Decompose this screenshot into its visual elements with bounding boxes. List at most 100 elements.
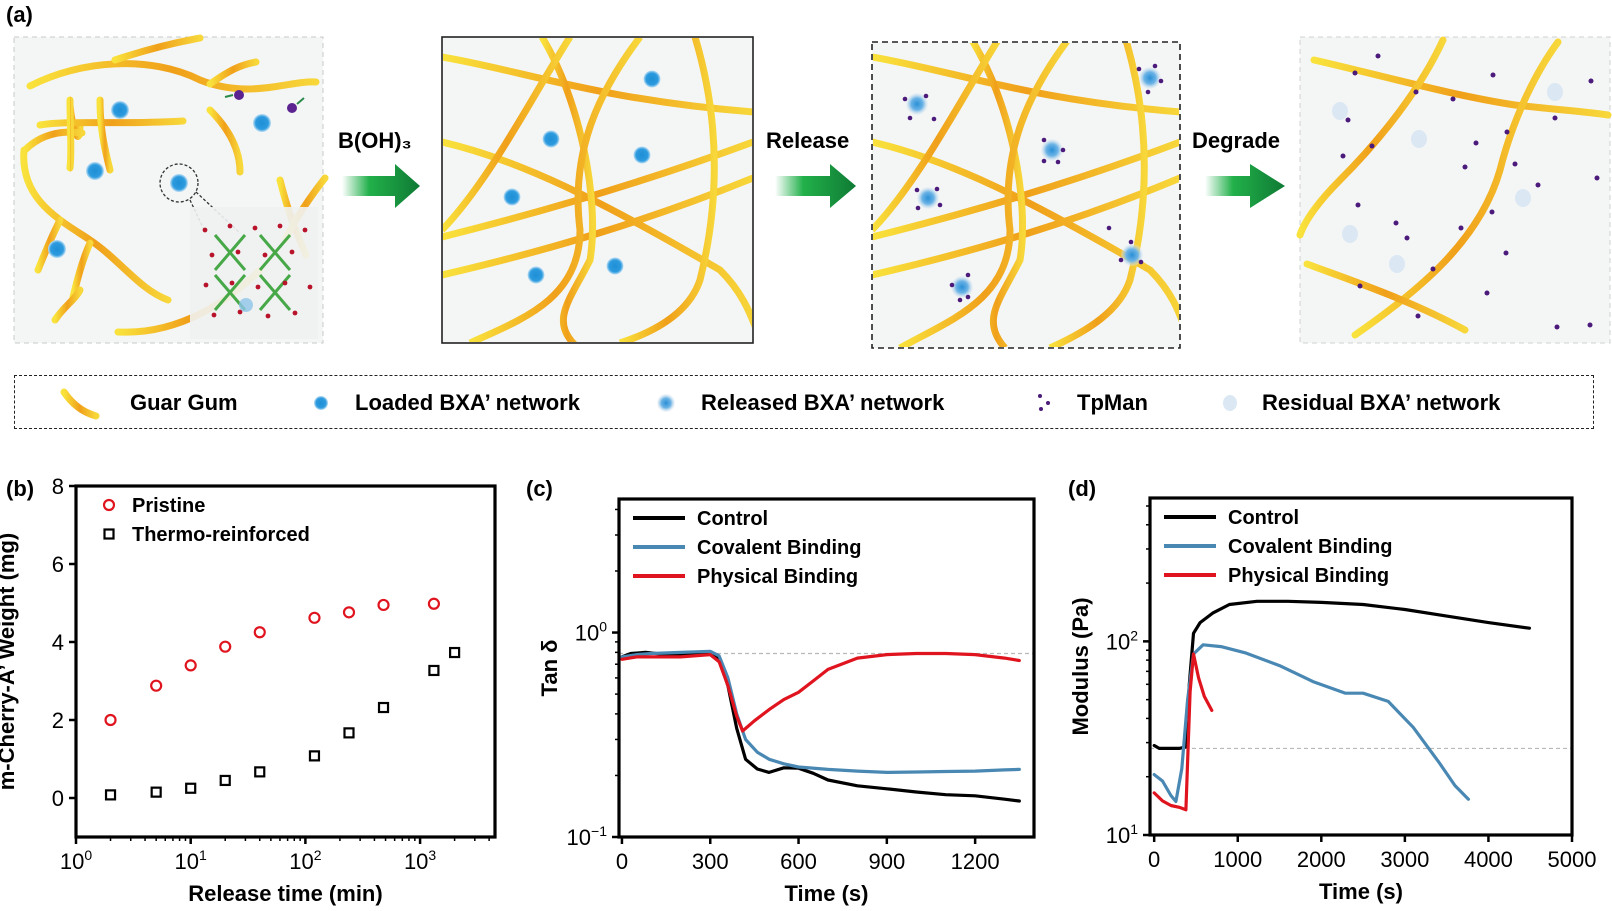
legend-label: Physical Binding bbox=[697, 566, 858, 588]
y-axis-label: m-Cherry-A’ Weight (mg) bbox=[0, 533, 19, 791]
legend-item-released: Released BXA’ network bbox=[655, 376, 944, 430]
released-network-dot-icon bbox=[657, 394, 675, 412]
panel-label-a: (a) bbox=[6, 2, 33, 27]
data-point-thermo-reinforced bbox=[219, 774, 231, 787]
y-tick-label: 2 bbox=[52, 708, 64, 733]
crystal-structure-inset-icon bbox=[190, 207, 318, 339]
data-point-pristine bbox=[104, 713, 117, 727]
y-tick-label: 100 bbox=[575, 619, 607, 646]
x-tick-label: 1000 bbox=[1213, 847, 1262, 872]
legend-label: Guar Gum bbox=[130, 390, 238, 415]
legend-label: Pristine bbox=[132, 495, 205, 517]
y-tick-label: 6 bbox=[52, 552, 64, 577]
x-axis-label: Time (s) bbox=[1319, 879, 1403, 904]
series-line-covalent-binding bbox=[1152, 643, 1470, 804]
x-axis-label: Release time (min) bbox=[188, 881, 382, 906]
x-tick-label: 3000 bbox=[1380, 847, 1429, 872]
data-point-pristine bbox=[219, 640, 232, 653]
stage-box-initial bbox=[13, 34, 329, 344]
stage-box-released bbox=[871, 41, 1181, 349]
x-tick-label: 0 bbox=[616, 849, 628, 874]
schematic-legend: Guar Gum Loaded BXA’ network Released BX… bbox=[14, 375, 1594, 429]
y-tick-label: 4 bbox=[52, 630, 64, 655]
legend-marker bbox=[102, 498, 116, 512]
step-label-degrade: Degrade bbox=[1192, 128, 1281, 153]
legend-item-tpman: TpMan bbox=[1035, 376, 1148, 430]
y-tick-label: 10−1 bbox=[567, 823, 608, 850]
arrow-degrade bbox=[1205, 164, 1285, 208]
data-point-thermo-reinforced bbox=[377, 701, 390, 714]
series-line-control bbox=[620, 650, 1021, 803]
data-point-pristine bbox=[377, 598, 390, 612]
legend-item-guar-gum: Guar Gum bbox=[60, 376, 238, 430]
y-tick-label: 0 bbox=[52, 786, 64, 811]
arrow-release bbox=[775, 164, 856, 208]
stage-box-degraded bbox=[1296, 36, 1612, 344]
x-tick-label: 2000 bbox=[1297, 847, 1346, 872]
x-tick-label: 0 bbox=[1148, 847, 1160, 872]
data-point-thermo-reinforced bbox=[150, 786, 162, 798]
series-line-physical-binding bbox=[620, 651, 1021, 733]
y-axis-label: Modulus (Pa) bbox=[1068, 597, 1093, 735]
data-point-pristine bbox=[342, 606, 356, 619]
legend-label: Released BXA’ network bbox=[701, 390, 945, 415]
plot-frame bbox=[1148, 496, 1574, 837]
panel-label-d: (d) bbox=[1068, 476, 1097, 501]
series-line-covalent-binding bbox=[620, 649, 1021, 774]
series-line-control bbox=[1152, 599, 1531, 750]
residual-network-dot-icon bbox=[1223, 395, 1237, 411]
x-tick-label: 102 bbox=[289, 847, 321, 874]
guar-gum-fiber-icon bbox=[60, 388, 100, 420]
tpman-dots-icon bbox=[1038, 394, 1050, 411]
step-label-release: Release bbox=[766, 128, 850, 153]
x-tick-label: 1200 bbox=[951, 849, 1000, 874]
plot-frame bbox=[74, 484, 497, 839]
series-line-physical-binding bbox=[1152, 652, 1214, 812]
x-tick-label: 4000 bbox=[1464, 847, 1513, 872]
legend-label: Covalent Binding bbox=[1228, 536, 1392, 558]
legend-item-residual: Residual BXA’ network bbox=[1220, 376, 1500, 430]
data-point-pristine bbox=[253, 626, 266, 639]
data-point-pristine bbox=[150, 679, 163, 692]
legend-label: Thermo-reinforced bbox=[132, 524, 310, 546]
x-axis-label: Time (s) bbox=[785, 881, 869, 906]
legend-label: Control bbox=[697, 508, 768, 530]
x-tick-label: 600 bbox=[780, 849, 817, 874]
released-network-group bbox=[902, 63, 1164, 303]
legend-label: Physical Binding bbox=[1228, 565, 1389, 587]
data-point-thermo-reinforced bbox=[449, 646, 461, 659]
data-point-pristine bbox=[184, 659, 197, 672]
y-tick-label: 101 bbox=[1106, 821, 1138, 848]
legend-marker bbox=[103, 528, 115, 540]
legend-label: TpMan bbox=[1077, 390, 1148, 415]
x-tick-label: 100 bbox=[60, 847, 92, 874]
y-axis-label: Tan δ bbox=[537, 640, 562, 697]
loaded-network-dot-icon bbox=[314, 396, 328, 410]
plot-frame bbox=[617, 497, 1036, 839]
data-point-thermo-reinforced bbox=[428, 664, 440, 677]
legend-label: Covalent Binding bbox=[697, 537, 861, 559]
data-point-thermo-reinforced bbox=[308, 750, 321, 762]
legend-label: Residual BXA’ network bbox=[1262, 390, 1501, 415]
x-tick-label: 103 bbox=[404, 847, 436, 874]
y-tick-label: 102 bbox=[1106, 627, 1138, 654]
panel-label-c: (c) bbox=[526, 476, 553, 501]
stage-box-crosslinked bbox=[441, 36, 754, 344]
legend-label: Control bbox=[1228, 507, 1299, 529]
data-point-thermo-reinforced bbox=[343, 727, 355, 739]
x-tick-label: 300 bbox=[692, 849, 729, 874]
data-point-pristine bbox=[427, 597, 441, 610]
tpman-molecule-icon bbox=[224, 90, 305, 113]
arrow-boric-acid bbox=[342, 164, 420, 208]
x-tick-label: 5000 bbox=[1548, 847, 1597, 872]
data-point-thermo-reinforced bbox=[104, 789, 117, 801]
data-point-thermo-reinforced bbox=[254, 766, 266, 778]
legend-item-loaded: Loaded BXA’ network bbox=[311, 376, 580, 430]
y-tick-label: 8 bbox=[52, 474, 64, 499]
x-tick-label: 900 bbox=[868, 849, 905, 874]
schematic-diagram bbox=[13, 34, 1612, 349]
data-point-thermo-reinforced bbox=[185, 782, 197, 794]
step-label-boric-acid: B(OH)₃ bbox=[338, 128, 412, 153]
panel-label-b: (b) bbox=[6, 476, 35, 501]
x-tick-label: 101 bbox=[175, 847, 207, 874]
